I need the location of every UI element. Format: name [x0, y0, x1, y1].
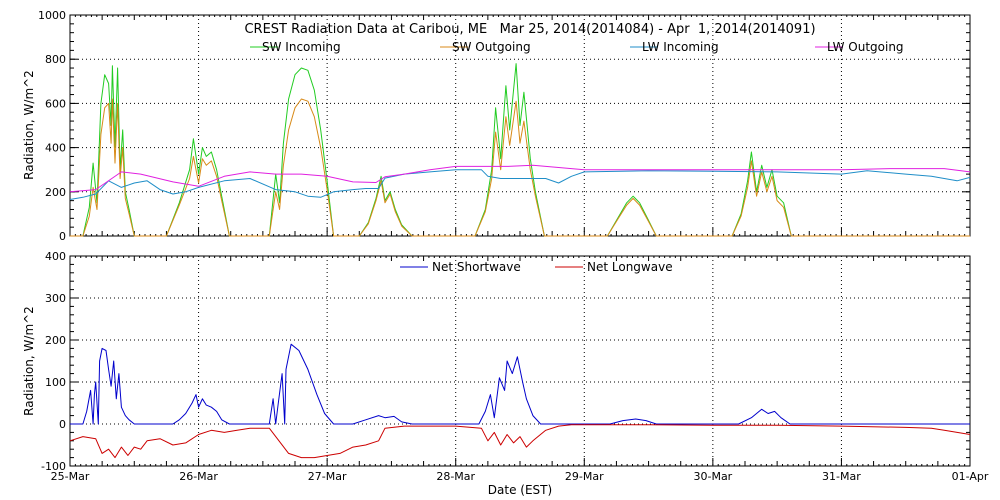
top-ticks: 0 200 400 600 800 1000 [38, 9, 971, 243]
y-tick-label: 400 [45, 142, 66, 155]
bottom-legend: Net Shortwave Net Longwave [400, 260, 673, 274]
x-tick-label: 30-Mar [693, 470, 732, 483]
bottom-y-axis-label: Radiation, W/m^2 [22, 306, 36, 416]
legend-label-sw-outgoing: SW Outgoing [452, 40, 531, 54]
x-tick-label: 01-Apr [952, 470, 989, 483]
y-tick-label: 0 [59, 230, 66, 243]
bottom-plot-frame [69, 255, 971, 467]
y-tick-label: 300 [45, 292, 66, 305]
bottom-grid [70, 256, 970, 466]
y-tick-label: 200 [45, 186, 66, 199]
bottom-panel: 25-Mar 26-Mar 27-Mar 28-Mar 29-Mar 30-Mar 31-M… [22, 250, 989, 497]
series-line-lw-outgoing [69, 164, 971, 193]
y-tick-label: 800 [45, 53, 66, 66]
top-series-lines [69, 63, 971, 237]
y-tick-label: 600 [45, 97, 66, 110]
x-axis-label: Date (EST) [488, 483, 552, 497]
legend-label-lw-outgoing: LW Outgoing [827, 40, 904, 54]
y-tick-label: 100 [45, 376, 66, 389]
legend-label-lw-incoming: LW Incoming [642, 40, 719, 54]
x-tick-label: 26-Mar [179, 470, 218, 483]
bottom-ticks: 25-Mar 26-Mar 27-Mar 28-Mar 29-Mar 30-Mar 31-M… [41, 250, 989, 483]
y-tick-label: 0 [59, 418, 66, 431]
x-tick-label: 25-Mar [51, 470, 90, 483]
x-tick-label: 29-Mar [565, 470, 604, 483]
top-y-axis-label: Radiation, W/m^2 [22, 70, 36, 180]
series-line-net-longwave [69, 424, 971, 459]
top-grid [70, 15, 970, 236]
x-tick-label: 27-Mar [308, 470, 347, 483]
series-line-net-shortwave [70, 343, 970, 425]
y-tick-label: -100 [41, 460, 66, 473]
x-tick-label: 31-Mar [822, 470, 861, 483]
legend-label-net-longwave: Net Longwave [587, 260, 673, 274]
top-legend: SW Incoming SW Outgoing LW Incoming LW Outg… [250, 40, 904, 54]
chart-title: CREST Radiation Data at Caribou, ME Mar … [244, 22, 815, 37]
top-panel: 0 200 400 600 800 1000 CREST Radiation Data a… [22, 9, 971, 243]
series-line-sw-outgoing [70, 98, 970, 237]
x-tick-label: 28-Mar [436, 470, 475, 483]
bottom-series-lines [69, 343, 971, 459]
legend-label-net-shortwave: Net Shortwave [432, 260, 521, 274]
series-line-lw-incoming [69, 169, 971, 200]
y-tick-label: 400 [45, 250, 66, 263]
y-tick-label: 200 [45, 334, 66, 347]
y-tick-label: 1000 [38, 9, 66, 22]
legend-label-sw-incoming: SW Incoming [262, 40, 341, 54]
series-line-sw-incoming [70, 63, 970, 237]
